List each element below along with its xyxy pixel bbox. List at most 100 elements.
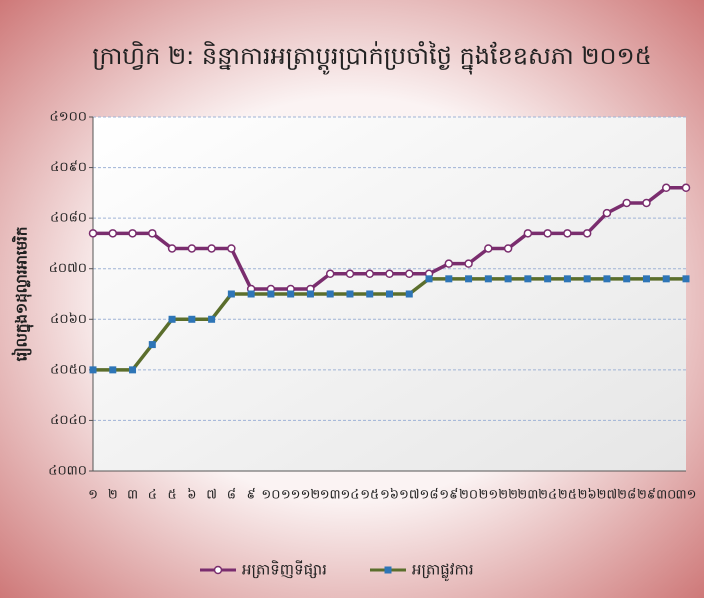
x-tick-label: ២៦	[578, 488, 597, 503]
marker	[444, 259, 454, 268]
marker	[88, 229, 98, 238]
marker	[543, 229, 552, 238]
marker	[484, 244, 493, 253]
marker	[405, 290, 413, 298]
marker	[524, 275, 532, 283]
x-tick-label: ៨	[227, 488, 236, 503]
marker	[563, 229, 572, 238]
x-tick-label: ២៩	[637, 488, 656, 503]
marker	[603, 275, 611, 283]
marker	[148, 229, 157, 238]
y-tick-label: ៤០៧០	[49, 261, 87, 276]
y-tick-label: ៤០៨០	[50, 211, 87, 226]
marker	[405, 269, 414, 279]
x-tick-label: ៤	[148, 488, 157, 503]
x-tick-label: ២	[108, 488, 118, 503]
x-tick-label: ៣១	[676, 488, 697, 503]
x-tick-label: ២៥	[558, 488, 577, 503]
marker	[681, 183, 691, 193]
x-tick-label: ២២	[498, 488, 518, 503]
marker	[544, 275, 552, 283]
x-tick-label: ១១	[281, 488, 301, 503]
marker	[622, 198, 631, 208]
marker	[345, 269, 355, 279]
marker	[148, 341, 156, 349]
chart-title: ក្រាហ្វិក ២: និន្នាការអត្រាប្តូរប្រាក់ប្…	[92, 41, 651, 75]
marker	[386, 290, 393, 298]
x-tick-label: ១២	[301, 488, 321, 503]
y-tick-label: ៤១០០	[50, 110, 87, 125]
x-tick-label: ២៧	[597, 488, 618, 503]
marker	[287, 290, 295, 298]
legend-label: អត្រាផ្លូវការ	[412, 561, 474, 582]
marker	[365, 269, 374, 279]
marker	[267, 290, 275, 298]
marker	[326, 290, 334, 298]
marker	[346, 290, 354, 298]
x-tick-label: ៩	[247, 488, 256, 503]
x-tick-label: ១៨	[420, 488, 439, 503]
marker	[662, 275, 670, 283]
marker	[465, 275, 473, 283]
marker	[325, 269, 335, 279]
y-tick-label: ៤០៣០	[48, 464, 87, 479]
x-tick-label: ១៩	[439, 488, 458, 503]
marker	[89, 366, 97, 374]
y-axis-label: រៀលក្នុង១ដុល្លារអាមេរិក	[12, 227, 34, 362]
marker	[682, 275, 690, 283]
y-tick-label: ៤០៥០	[50, 362, 87, 377]
legend-label: អត្រាទិញទីផ្សារ	[242, 560, 327, 579]
x-tick-label: ៧	[206, 488, 217, 503]
marker	[306, 290, 314, 298]
marker	[384, 566, 392, 574]
x-tick-label: ២៨	[617, 488, 636, 503]
marker	[129, 366, 137, 374]
x-tick-label: ២៣	[517, 488, 538, 503]
marker	[623, 275, 631, 283]
x-tick-label: ២១	[478, 488, 498, 503]
marker	[187, 244, 197, 253]
marker	[227, 290, 235, 298]
marker	[602, 208, 612, 218]
y-tick-label: ៤០៦០	[50, 312, 87, 327]
marker	[208, 315, 216, 323]
marker	[247, 290, 255, 298]
marker	[385, 269, 394, 279]
marker	[425, 275, 433, 283]
marker	[523, 229, 533, 238]
marker	[582, 229, 592, 238]
marker	[661, 183, 671, 193]
x-tick-label: ១៤	[340, 488, 359, 503]
marker	[503, 244, 513, 253]
marker	[484, 275, 492, 283]
marker	[108, 229, 118, 238]
marker	[213, 565, 223, 575]
y-tick-label: ៤០៤០	[50, 413, 87, 428]
x-tick-label: ៦	[187, 488, 196, 503]
marker	[504, 275, 512, 283]
marker	[583, 275, 591, 283]
marker	[445, 275, 453, 283]
x-tick-label: ៥	[167, 488, 176, 503]
marker	[207, 244, 216, 253]
marker	[227, 244, 236, 253]
x-tick-label: ២០	[459, 488, 478, 503]
x-tick-label: ២៤	[538, 488, 557, 503]
marker	[167, 244, 177, 253]
x-tick-label: ១០	[261, 488, 280, 503]
marker	[642, 198, 651, 208]
x-tick-label: ១៧	[399, 488, 420, 503]
x-tick-label: ១	[88, 488, 98, 503]
marker	[109, 366, 117, 374]
marker	[168, 315, 176, 323]
x-tick-label: ១៣	[320, 488, 341, 503]
marker	[366, 290, 374, 298]
marker	[563, 275, 571, 283]
x-tick-label: ១៥	[360, 488, 379, 503]
marker	[642, 275, 650, 283]
x-tick-label: ១៦	[380, 488, 399, 503]
marker	[188, 315, 196, 323]
marker	[128, 229, 137, 238]
